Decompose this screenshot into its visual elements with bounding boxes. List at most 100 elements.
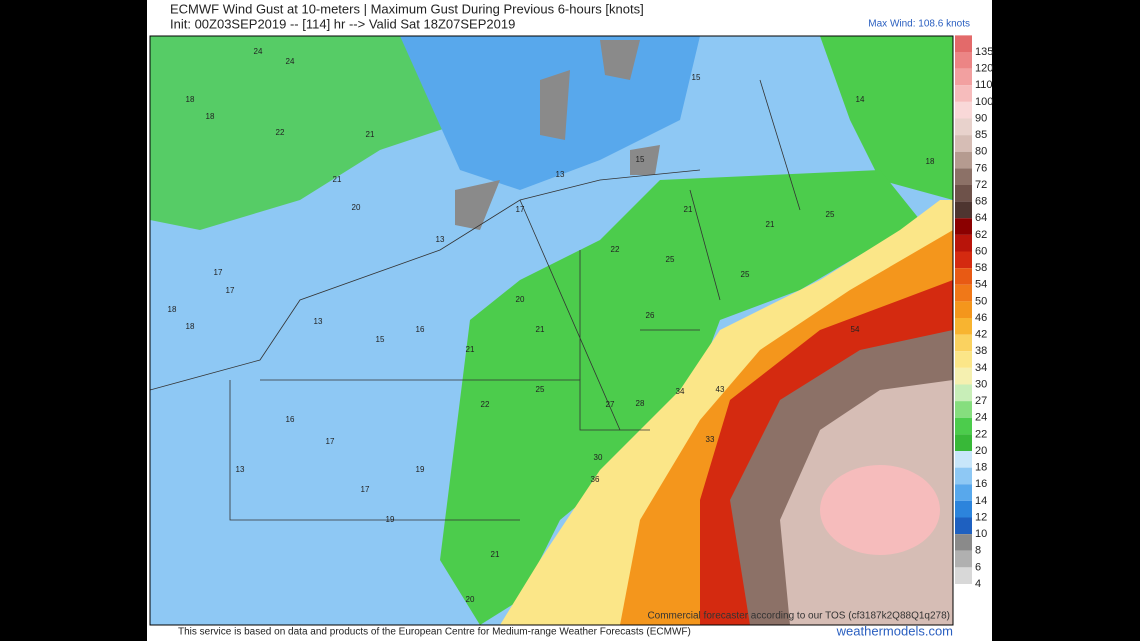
colorbar-label: 42 bbox=[975, 329, 987, 341]
storm-core bbox=[820, 465, 940, 555]
colorbar-label: 4 bbox=[975, 578, 981, 590]
colorbar-bin bbox=[955, 284, 972, 302]
gust-label: 21 bbox=[766, 220, 775, 229]
colorbar-label: 38 bbox=[975, 345, 987, 357]
colorbar-bin bbox=[955, 534, 972, 551]
gust-label: 24 bbox=[286, 57, 295, 66]
colorbar-bin bbox=[955, 367, 972, 385]
gust-label: 20 bbox=[466, 595, 475, 604]
gust-label: 15 bbox=[376, 335, 385, 344]
colorbar-bin bbox=[955, 467, 972, 485]
gust-label: 33 bbox=[706, 435, 715, 444]
title: ECMWF Wind Gust at 10-meters | Maximum G… bbox=[170, 1, 644, 16]
colorbar-bin bbox=[955, 101, 972, 119]
gust-label: 20 bbox=[352, 203, 361, 212]
gust-label: 28 bbox=[636, 399, 645, 408]
colorbar-bin bbox=[955, 301, 972, 318]
colorbar-bin bbox=[955, 417, 972, 435]
gust-label: 30 bbox=[594, 453, 603, 462]
colorbar-label: 6 bbox=[975, 561, 981, 573]
gust-label: 17 bbox=[326, 437, 335, 446]
colorbar-bin bbox=[955, 118, 972, 136]
gust-label: 25 bbox=[666, 255, 675, 264]
colorbar-bin bbox=[955, 52, 972, 69]
gust-label: 36 bbox=[591, 475, 600, 484]
colorbar-bin bbox=[955, 517, 972, 535]
gust-label: 25 bbox=[826, 210, 835, 219]
map-frame bbox=[149, 35, 954, 626]
gust-label: 22 bbox=[481, 400, 490, 409]
colorbar-bin bbox=[955, 334, 972, 352]
colorbar-label: 62 bbox=[975, 229, 987, 241]
gust-label: 13 bbox=[314, 317, 323, 326]
init-line: Init: 00Z03SEP2019 -- [114] hr --> Valid… bbox=[170, 16, 515, 31]
gust-label: 13 bbox=[236, 465, 245, 474]
colorbar-bin bbox=[955, 35, 972, 52]
gust-label: 19 bbox=[386, 515, 395, 524]
gust-label: 21 bbox=[466, 345, 475, 354]
colorbar-bin bbox=[955, 251, 972, 269]
colorbar-label: 30 bbox=[975, 378, 987, 390]
colorbar-bin bbox=[955, 384, 972, 402]
colorbar-label: 85 bbox=[975, 129, 987, 141]
colorbar-bin bbox=[955, 168, 972, 185]
colorbar-label: 24 bbox=[975, 412, 987, 424]
watermark: Commercial forecaster according to our T… bbox=[647, 611, 950, 622]
colorbar-label: 90 bbox=[975, 112, 987, 124]
colorbar-bin bbox=[955, 500, 972, 518]
gust-label: 18 bbox=[926, 157, 935, 166]
gust-label: 21 bbox=[366, 130, 375, 139]
colorbar-label: 76 bbox=[975, 162, 987, 174]
colorbar-label: 27 bbox=[975, 395, 987, 407]
gust-label: 17 bbox=[214, 268, 223, 277]
gust-label: 17 bbox=[226, 286, 235, 295]
gust-label: 19 bbox=[416, 465, 425, 474]
colorbar-bin bbox=[955, 151, 972, 169]
colorbar-label: 120 bbox=[975, 63, 993, 75]
colorbar-label: 10 bbox=[975, 528, 987, 540]
colorbar-bin bbox=[955, 401, 972, 418]
gust-label: 21 bbox=[536, 325, 545, 334]
gust-label: 13 bbox=[436, 235, 445, 244]
gust-label: 20 bbox=[516, 295, 525, 304]
colorbar-label: 12 bbox=[975, 511, 987, 523]
colorbar-bin bbox=[955, 567, 972, 584]
gust-label: 18 bbox=[206, 112, 215, 121]
gust-label: 17 bbox=[516, 205, 525, 214]
colorbar-bin bbox=[955, 234, 972, 252]
colorbar-bin bbox=[955, 268, 972, 285]
colorbar-label: 135 bbox=[975, 46, 993, 58]
colorbar-label: 8 bbox=[975, 545, 981, 557]
gust-label: 54 bbox=[851, 325, 860, 334]
green-area bbox=[820, 36, 953, 200]
colorbar-bin bbox=[955, 68, 972, 86]
colorbar-label: 34 bbox=[975, 362, 987, 374]
colorbar-bin bbox=[955, 218, 972, 235]
colorbar-bin bbox=[955, 484, 972, 501]
boundaries bbox=[150, 79, 801, 521]
gust-label: 21 bbox=[333, 175, 342, 184]
gust-label: 18 bbox=[168, 305, 177, 314]
colorbar-label: 68 bbox=[975, 196, 987, 208]
colorbar-label: 18 bbox=[975, 462, 987, 474]
colorbar-label: 20 bbox=[975, 445, 987, 457]
colorbar-bin bbox=[955, 85, 972, 102]
colorbar-label: 60 bbox=[975, 245, 987, 257]
attribution: This service is based on data and produc… bbox=[178, 627, 691, 638]
colorbar-label: 54 bbox=[975, 279, 987, 291]
colorbar-label: 100 bbox=[975, 96, 993, 108]
gust-label: 25 bbox=[536, 385, 545, 394]
colorbar-bin bbox=[955, 451, 972, 468]
colorbar-bin bbox=[955, 351, 972, 368]
colorbar: 1351201101009085807672686462605854504642… bbox=[955, 35, 993, 590]
gust-label: 26 bbox=[646, 311, 655, 320]
max-wind: Max Wind: 108.6 knots bbox=[868, 19, 970, 30]
colorbar-label: 80 bbox=[975, 146, 987, 158]
gust-label: 14 bbox=[856, 95, 865, 104]
gust-label: 34 bbox=[676, 387, 685, 396]
gust-label: 13 bbox=[556, 170, 565, 179]
gust-label: 16 bbox=[416, 325, 425, 334]
